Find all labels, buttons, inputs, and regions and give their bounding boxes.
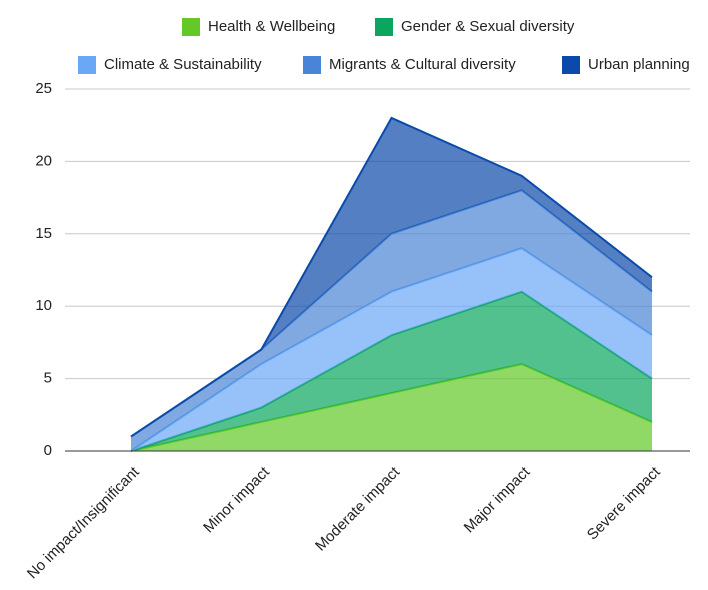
y-tick-label: 20 [35, 152, 52, 169]
x-tick-label: Moderate impact [312, 463, 404, 555]
x-tick-label: Major impact [461, 463, 534, 536]
x-tick-label: No impact/Insignificant [24, 463, 143, 582]
area [131, 117, 652, 437]
legend-label: Migrants & Cultural diversity [329, 56, 516, 73]
y-tick-label: 25 [35, 80, 52, 97]
y-tick-label: 10 [35, 297, 52, 314]
legend-label: Gender & Sexual diversity [401, 18, 575, 35]
legend-swatch [182, 18, 200, 36]
legend-label: Urban planning [588, 56, 690, 73]
legend-label: Health & Wellbeing [208, 18, 335, 35]
area [131, 364, 652, 451]
area [131, 248, 652, 451]
area-line [130, 116, 653, 438]
legend-label: Climate & Sustainability [104, 56, 262, 73]
legend-swatch [303, 56, 321, 74]
legend-swatch [78, 56, 96, 74]
x-tick-label: Minor impact [200, 463, 273, 536]
y-tick-label: 0 [44, 442, 52, 459]
area [131, 291, 652, 451]
legend-swatch [562, 56, 580, 74]
area [131, 190, 652, 452]
legend-swatch [375, 18, 393, 36]
y-tick-label: 5 [44, 370, 52, 387]
y-tick-label: 15 [35, 225, 52, 242]
x-tick-label: Severe impact [584, 463, 664, 543]
